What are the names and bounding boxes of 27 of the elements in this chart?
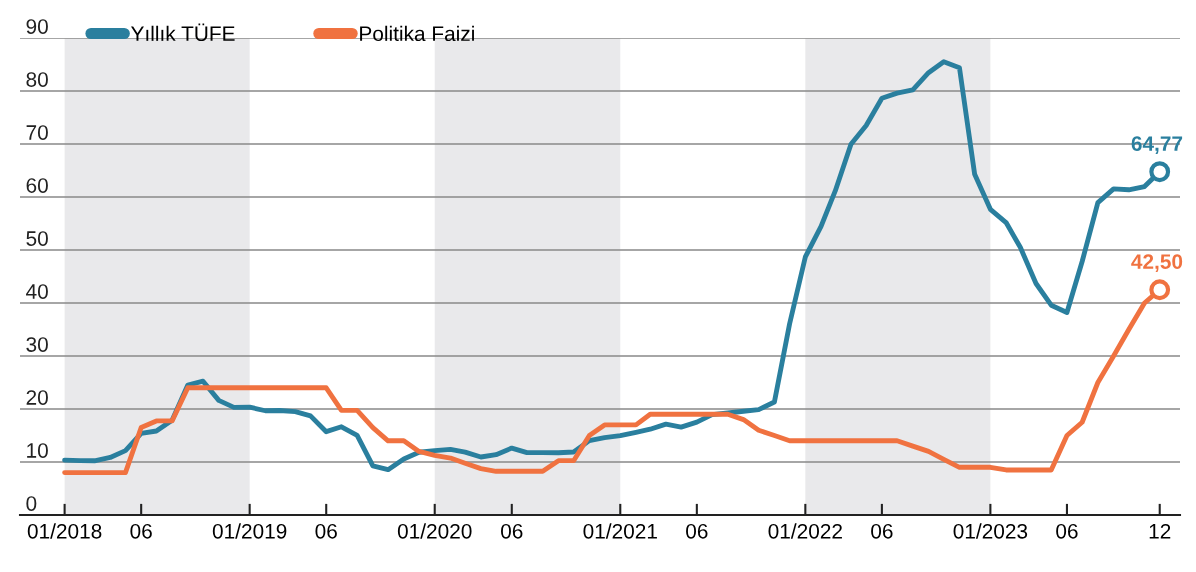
y-tick-label: 10 (27, 443, 48, 458)
annotation: 42,50 (1131, 254, 1183, 272)
y-tick-label: 40 (26, 284, 48, 299)
annotation: 64,77 (1131, 136, 1183, 154)
x-tick-label: 06 (315, 523, 337, 539)
y-tick-label: 70 (26, 125, 48, 140)
x-tick-label: 01/2023 (953, 523, 1028, 539)
y-tick-label: 60 (26, 178, 48, 193)
x-tick-label: 01/2018 (27, 523, 102, 539)
y-tick-label: 20 (26, 390, 48, 405)
y-tick-label: 90 (26, 19, 48, 34)
x-tick-label: 01/2020 (397, 523, 472, 539)
legend-label: Yıllık TÜFE (130, 23, 235, 42)
y-tick-label: 30 (26, 337, 48, 352)
x-tick-label: 01/2021 (583, 523, 657, 539)
x-tick-label: 06 (1056, 523, 1078, 539)
y-tick-label: 50 (26, 231, 48, 246)
x-tick-label: 06 (130, 523, 152, 539)
x-tick-label: 06 (686, 523, 708, 539)
x-tick-label: 01/2022 (768, 523, 842, 539)
y-tick-label: 80 (26, 72, 48, 87)
x-tick-label: 06 (501, 523, 523, 539)
legend-label: Politika Faizi (360, 25, 474, 42)
x-tick-label: 06 (871, 523, 893, 539)
x-tick-label: 12 (1149, 523, 1171, 539)
y-tick-label: 0 (26, 496, 37, 511)
x-tick-label: 01/2019 (212, 523, 287, 539)
